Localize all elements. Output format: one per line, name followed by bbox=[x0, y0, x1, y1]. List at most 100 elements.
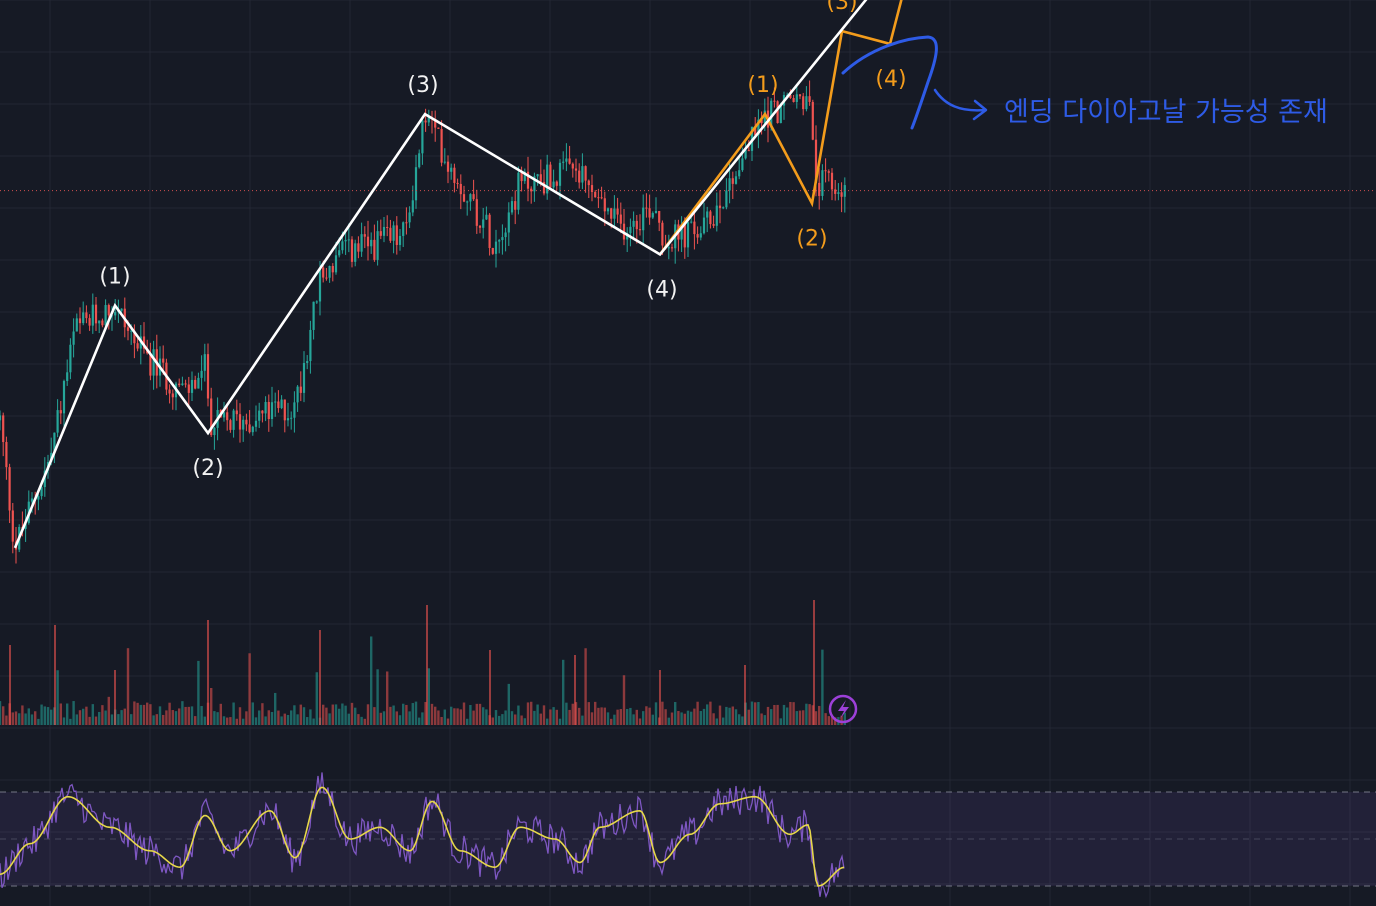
volume-bar bbox=[40, 704, 43, 725]
volume-spike bbox=[114, 670, 116, 725]
volume-bar bbox=[216, 712, 219, 725]
volume-bar bbox=[821, 649, 824, 725]
candle-body bbox=[725, 190, 728, 208]
candle-body bbox=[821, 170, 824, 196]
volume-bar bbox=[722, 717, 725, 725]
volume-spike bbox=[744, 665, 746, 725]
candle-body bbox=[82, 312, 85, 324]
candle-body bbox=[443, 161, 446, 163]
candle-body bbox=[485, 214, 488, 220]
candle-body bbox=[206, 354, 210, 399]
volume-bar bbox=[190, 706, 194, 725]
candle-body bbox=[517, 172, 520, 210]
candle-body bbox=[280, 399, 283, 409]
candle-body bbox=[536, 174, 539, 177]
volume-bar bbox=[638, 718, 642, 725]
candle-body bbox=[389, 227, 392, 241]
volume-bar bbox=[251, 702, 254, 725]
volume-bar bbox=[210, 687, 213, 725]
rsi-ma-line bbox=[0, 786, 845, 887]
candle-body bbox=[56, 410, 59, 433]
volume-bars bbox=[0, 600, 846, 725]
candle-body bbox=[62, 380, 66, 414]
candle-body bbox=[434, 118, 437, 128]
candle-body bbox=[126, 327, 130, 331]
candle-body bbox=[414, 167, 418, 201]
volume-bar bbox=[69, 718, 72, 725]
volume-bar bbox=[389, 706, 392, 725]
candle-body bbox=[347, 239, 350, 241]
candle-body bbox=[523, 171, 526, 182]
volume-bar bbox=[174, 711, 178, 725]
candle-body bbox=[8, 467, 11, 511]
volume-bar bbox=[674, 702, 677, 725]
elliott-main-label: (3) bbox=[407, 73, 438, 98]
volume-bar bbox=[552, 707, 555, 725]
volume-bar bbox=[587, 702, 590, 725]
candle-body bbox=[2, 415, 5, 443]
volume-bar bbox=[66, 703, 69, 725]
annotation-arc bbox=[841, 35, 938, 130]
volume-bar bbox=[398, 715, 402, 725]
candle-body bbox=[114, 312, 117, 316]
candle-body bbox=[376, 231, 379, 260]
candle-body bbox=[539, 174, 542, 182]
ending-diagonal-annotation: 엔딩 다이아고날 가능성 존재 bbox=[841, 35, 1328, 130]
volume-bar bbox=[344, 705, 347, 725]
candle-body bbox=[731, 178, 734, 184]
candle-body bbox=[59, 410, 62, 414]
candle-body bbox=[728, 178, 731, 191]
candle-body bbox=[382, 226, 386, 236]
volume-bar bbox=[578, 707, 581, 725]
volume-bar bbox=[264, 716, 267, 725]
volume-bar bbox=[280, 716, 283, 725]
candle-body bbox=[30, 498, 34, 502]
volume-bar bbox=[5, 715, 8, 725]
volume-bar bbox=[546, 718, 549, 725]
candle-body bbox=[373, 239, 376, 260]
volume-bar bbox=[590, 712, 594, 725]
volume-bar bbox=[485, 709, 488, 725]
volume-bar bbox=[62, 717, 66, 725]
candle-body bbox=[837, 192, 840, 194]
volume-bar bbox=[462, 702, 466, 725]
candle-body bbox=[40, 487, 43, 497]
candle-body bbox=[776, 101, 779, 124]
candle-body bbox=[306, 361, 309, 363]
candle-body bbox=[270, 402, 274, 420]
volume-bar bbox=[306, 717, 309, 725]
volume-bar bbox=[414, 701, 418, 725]
candle-body bbox=[328, 266, 331, 278]
candle-body bbox=[94, 304, 98, 324]
volume-bar bbox=[133, 701, 136, 725]
candle-body bbox=[680, 224, 683, 240]
volume-bar bbox=[779, 718, 782, 725]
lightning-bolt-icon[interactable] bbox=[828, 694, 858, 724]
candle-body bbox=[181, 383, 184, 386]
candle-body bbox=[424, 120, 427, 123]
candle-body bbox=[459, 183, 462, 195]
candle-body bbox=[763, 110, 766, 124]
candle-body bbox=[638, 229, 642, 231]
candle-body bbox=[338, 250, 341, 256]
candle-body bbox=[104, 305, 107, 326]
volume-bar bbox=[379, 712, 382, 725]
candle-body bbox=[520, 172, 523, 182]
candle-body bbox=[331, 266, 334, 273]
volume-bar bbox=[126, 648, 130, 725]
volume-bar bbox=[754, 702, 757, 725]
volume-bar bbox=[376, 669, 379, 725]
candle-body bbox=[379, 231, 382, 236]
volume-bar bbox=[402, 703, 405, 725]
volume-bar bbox=[760, 713, 763, 725]
candle-body bbox=[802, 96, 805, 110]
candle-body bbox=[693, 221, 696, 235]
candle-body bbox=[66, 372, 69, 381]
candle-body bbox=[645, 207, 648, 209]
candle-body bbox=[264, 402, 267, 414]
volume-bar bbox=[373, 707, 376, 725]
volume-bar bbox=[178, 708, 181, 725]
volume-bar bbox=[782, 704, 786, 725]
volume-bar bbox=[181, 701, 184, 725]
